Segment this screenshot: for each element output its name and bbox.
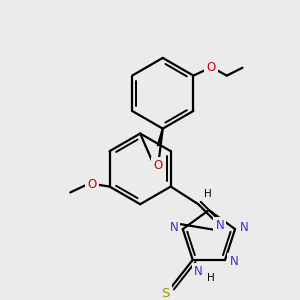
Text: O: O bbox=[87, 178, 97, 191]
Text: O: O bbox=[206, 61, 216, 74]
Text: N: N bbox=[169, 220, 178, 234]
Text: N: N bbox=[239, 220, 248, 234]
Text: S: S bbox=[161, 287, 170, 300]
Text: H: H bbox=[206, 272, 214, 283]
Text: H: H bbox=[204, 189, 212, 200]
Text: O: O bbox=[153, 159, 163, 172]
Text: N: N bbox=[194, 265, 203, 278]
Text: N: N bbox=[215, 219, 224, 232]
Text: N: N bbox=[230, 255, 238, 268]
